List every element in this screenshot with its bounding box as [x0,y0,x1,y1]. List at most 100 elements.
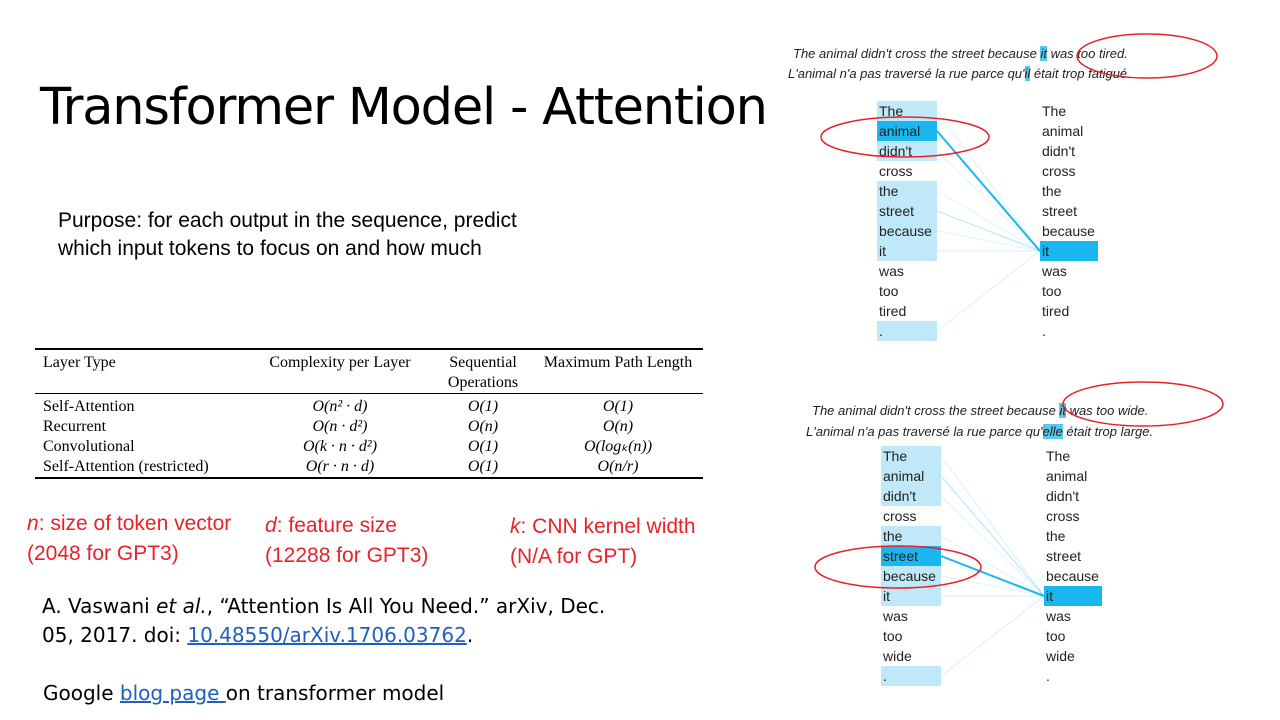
source-token: street [881,546,941,566]
target-token-highlighted: it [1040,241,1098,261]
attention-line [936,150,1041,252]
source-token: cross [879,163,913,179]
note-k-text: : CNN kernel width [520,515,696,538]
reference-prefix: A. Vaswani [42,594,157,618]
row-layer-type: Self-Attention (restricted) [43,458,209,475]
tired-target-tokens: The animal didn't cross the street becau… [1040,101,1098,341]
purpose-text: Purpose: for each output in the sequence… [58,207,517,263]
source-token: The [881,446,941,466]
target-token: was [1046,608,1071,624]
note-n-sub: (2048 for GPT3) [27,542,179,565]
google-prefix: Google [43,681,120,705]
header-layer-type: Layer Type [43,354,116,371]
row-sequential-ops: O(n) [467,418,499,435]
wide-target-tokens: The animal didn't cross the street becau… [1044,446,1102,686]
header-sequential-ops: Sequential Operations [447,354,519,391]
row-layer-type: Recurrent [43,418,107,435]
target-token: the [1046,528,1066,544]
target-token: too [1046,628,1066,644]
target-token: animal [1042,123,1084,139]
source-token: too [879,283,899,299]
target-token: animal [1046,468,1088,484]
row-sequential-ops: O(1) [467,458,499,475]
tired-fr-after: était trop fatigué. [1030,66,1131,81]
row-max-path: O(n/r) [597,458,639,475]
purpose-line-2: which input tokens to focus on and how m… [58,237,482,260]
target-token: wide [1046,648,1075,664]
row-max-path: O(1) [602,398,634,415]
reference-etal: et al. [156,594,207,618]
source-token: animal [877,121,937,141]
doi-link[interactable]: 10.48550/arXiv.1706.03762 [187,623,467,647]
reference-middle: , “Attention Is All You Need.” arXiv, De… [42,594,606,647]
ellipse-tired-it [1076,33,1218,79]
attention-line [936,190,1041,252]
target-token: didn't [1046,488,1080,504]
target-token: was [1042,263,1067,279]
source-token: tired [879,303,907,319]
wide-en-before: The animal didn't cross the street becau… [812,403,1060,418]
row-layer-type: Self-Attention [43,398,135,415]
source-token: . [877,321,937,341]
tired-fr-highlight: il [1024,66,1031,81]
source-token: it [877,241,937,261]
note-d-text: : feature size [276,514,397,537]
table-row: Self-Attention (restricted) O(r · n · d)… [35,457,703,478]
attention-line [940,595,1045,677]
table-row: Self-Attention O(n² · d) O(1) O(1) [35,394,703,418]
header-complexity: Complexity per Layer [269,354,411,371]
note-d-var: d [265,514,277,537]
tired-en-highlight: it [1040,46,1047,61]
tired-en-before: The animal didn't cross the street becau… [793,46,1041,61]
table-row: Recurrent O(n · d²) O(n) O(n) [35,417,703,437]
wide-fr-after: était trop large. [1062,424,1154,439]
attention-line [940,575,1045,597]
source-token: didn't [881,486,941,506]
ellipse-wide-it [1062,381,1224,427]
note-n-text: : size of token vector [38,512,232,535]
wide-french-sentence: L'animal n'a pas traversé la rue parce q… [806,424,1153,439]
ellipse-street [814,545,982,589]
source-token: was [883,608,908,624]
wide-english-sentence: The animal didn't cross the street becau… [812,403,1148,418]
source-token: too [883,628,903,644]
wide-en-highlight: it [1059,403,1066,418]
row-complexity: O(k · n · d²) [302,438,378,455]
header-max-path: Maximum Path Length [543,354,693,371]
attention-line [940,495,1045,597]
source-token: street [877,201,937,221]
source-token: cross [883,508,917,524]
tired-english-sentence: The animal didn't cross the street becau… [793,46,1128,61]
target-token: street [1042,203,1078,219]
target-token: tired [1042,303,1070,319]
target-token: . [1042,323,1046,339]
note-k: k: CNN kernel width (N/A for GPT) [510,512,696,572]
row-max-path: O(n) [602,418,634,435]
attention-line [936,210,1041,252]
source-token: The [877,101,937,121]
source-token: . [881,666,941,686]
source-token: the [877,181,937,201]
reference-suffix: . [466,623,474,647]
attention-line [936,250,1041,332]
table-row: Convolutional O(k · n · d²) O(1) O(logₖ(… [35,437,703,457]
row-max-path: O(logₖ(n)) [583,438,653,455]
target-token: didn't [1042,143,1076,159]
source-token: wide [883,648,912,664]
target-token: cross [1042,163,1076,179]
row-sequential-ops: O(1) [467,398,499,415]
source-token: the [881,526,941,546]
note-n: n: size of token vector (2048 for GPT3) [27,509,231,569]
note-k-var: k [510,515,521,538]
source-token: animal [881,466,941,486]
blog-page-link[interactable]: blog page [119,681,226,705]
note-n-var: n [27,512,39,535]
target-token: The [1042,103,1067,119]
target-token: street [1046,548,1082,564]
tired-source-tokens: The animal didn't cross the street becau… [877,101,937,341]
wide-source-tokens: The animal didn't cross the street becau… [881,446,941,686]
target-token: . [1046,668,1050,684]
